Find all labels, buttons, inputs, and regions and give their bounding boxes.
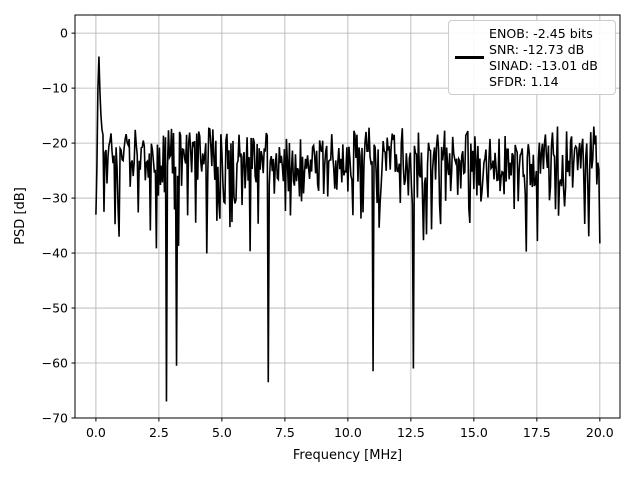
legend-text: ENOB: -2.45 bits SNR: -12.73 dB SINAD: -… bbox=[489, 26, 598, 90]
x-axis-label: Frequency [MHz] bbox=[293, 448, 402, 463]
y-tick-label: −40 bbox=[42, 246, 68, 261]
legend-snr: SNR: -12.73 dB bbox=[489, 41, 585, 57]
legend-enob: ENOB: -2.45 bits bbox=[489, 25, 593, 41]
legend-sinad: SINAD: -13.01 dB bbox=[489, 57, 598, 73]
x-tick-label: 7.5 bbox=[275, 425, 295, 440]
axes: 0.0 2.5 5.0 7.5 10.0 12.5 15.0 17.5 20.0 0 −10 −20 −… bbox=[42, 14, 621, 440]
x-tick-label: 20.0 bbox=[586, 425, 614, 440]
x-tick-label: 0.0 bbox=[86, 425, 106, 440]
legend-sfdr: SFDR: 1.14 bbox=[489, 73, 559, 89]
y-tick-label: −10 bbox=[42, 81, 68, 96]
y-tick-label: 0 bbox=[60, 26, 68, 41]
y-tick-label: −60 bbox=[42, 356, 68, 371]
y-tick-label: −50 bbox=[42, 301, 68, 316]
x-tick-label: 10.0 bbox=[334, 425, 362, 440]
y-tick-label: −20 bbox=[42, 136, 68, 151]
legend: ENOB: -2.45 bits SNR: -12.73 dB SINAD: -… bbox=[448, 20, 616, 95]
legend-line-sample bbox=[454, 56, 484, 59]
x-tick-label: 12.5 bbox=[397, 425, 425, 440]
x-tick-label: 2.5 bbox=[149, 425, 169, 440]
psd-line bbox=[95, 56, 601, 402]
y-tick-label: −30 bbox=[42, 191, 68, 206]
x-tick-label: 15.0 bbox=[460, 425, 488, 440]
x-tick-label: 5.0 bbox=[212, 425, 232, 440]
psd-trace bbox=[95, 56, 601, 402]
x-tick-label: 17.5 bbox=[523, 425, 551, 440]
y-axis-label: PSD [dB] bbox=[13, 187, 28, 245]
y-tick-label: −70 bbox=[42, 411, 68, 426]
legend-sample-wrap bbox=[449, 56, 489, 59]
